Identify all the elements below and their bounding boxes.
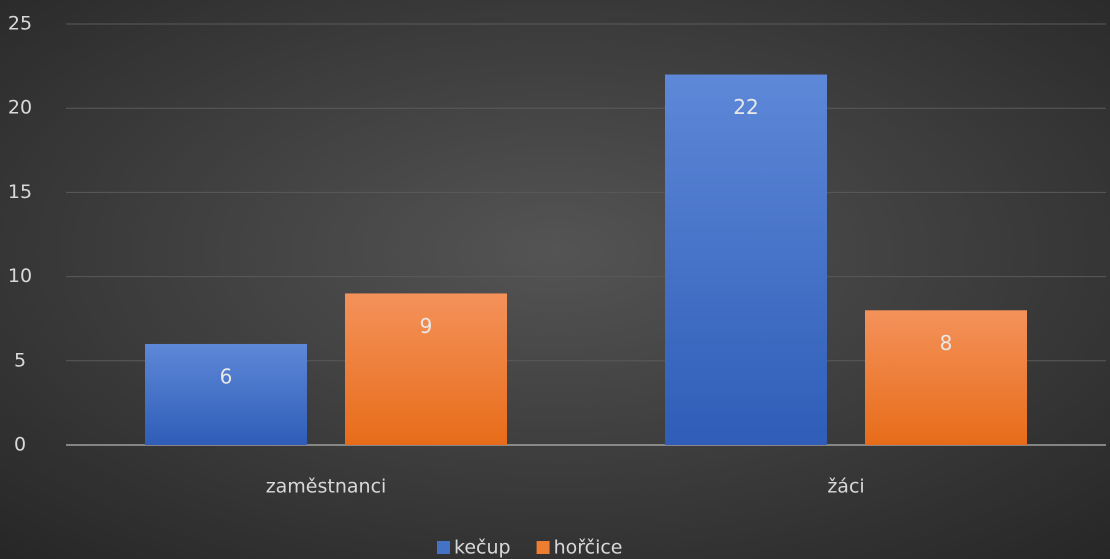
y-tick-label: 0	[14, 434, 26, 456]
y-tick-label: 5	[14, 349, 26, 371]
legend-label: kečup	[454, 537, 511, 559]
x-tick-label: žáci	[827, 476, 864, 498]
bar	[665, 74, 827, 446]
bar	[345, 293, 507, 445]
y-tick-label: 15	[8, 181, 32, 203]
data-label: 8	[940, 331, 953, 355]
bar	[145, 343, 307, 445]
legend-swatch	[536, 541, 550, 554]
bar	[865, 310, 1027, 445]
y-tick-label: 10	[8, 265, 32, 287]
legend-label: hořčice	[554, 537, 623, 559]
x-tick-label: zaměstnanci	[266, 476, 387, 498]
y-tick-label: 25	[8, 13, 32, 35]
data-label: 9	[420, 314, 433, 338]
data-label: 6	[220, 364, 233, 388]
data-label: 22	[733, 95, 758, 119]
y-tick-label: 20	[8, 97, 32, 119]
legend-swatch	[437, 541, 450, 554]
